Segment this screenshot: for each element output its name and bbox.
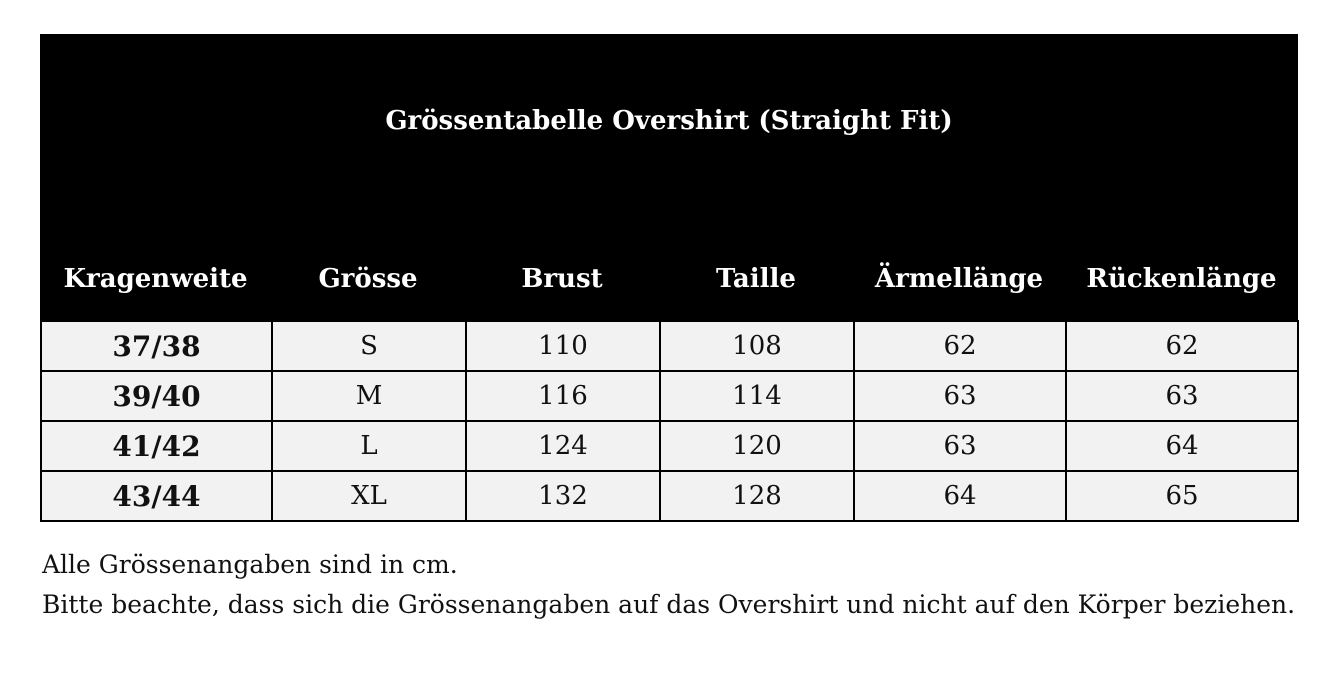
table-cell: 128 (659, 470, 855, 522)
table-row: 37/38 S 110 108 62 62 (40, 320, 1299, 372)
table-cell: 64 (1065, 420, 1299, 472)
table-cell: 62 (853, 320, 1067, 372)
table-cell: 41/42 (40, 420, 273, 472)
column-header-kragenweite: Kragenweite (63, 264, 248, 294)
table-cell: 116 (465, 370, 661, 422)
table-cell: 63 (1065, 370, 1299, 422)
table-cell: M (271, 370, 467, 422)
table-cell: 43/44 (40, 470, 273, 522)
table-cell: 108 (659, 320, 855, 372)
table-cell: 65 (1065, 470, 1299, 522)
table-cell: 39/40 (40, 370, 273, 422)
table-title: Grössentabelle Overshirt (Straight Fit) (385, 106, 953, 136)
table-cell: 62 (1065, 320, 1299, 372)
table-row: 39/40 M 116 114 63 63 (40, 370, 1299, 422)
note-units: Alle Grössenangaben sind in cm. (42, 550, 458, 579)
note-disclaimer: Bitte beachte, dass sich die Grössenanga… (42, 590, 1296, 619)
table-cell: S (271, 320, 467, 372)
table-cell: 120 (659, 420, 855, 472)
column-header-rueckenlaenge: Rückenlänge (1086, 264, 1277, 294)
table-cell: 64 (853, 470, 1067, 522)
size-table: 37/38 S 110 108 62 62 39/40 M 116 114 63 63 41/42 L 12… (40, 320, 1299, 522)
table-row: 41/42 L 124 120 63 64 (40, 420, 1299, 472)
table-header: Grössentabelle Overshirt (Straight Fit) … (40, 34, 1298, 321)
column-header-taille: Taille (716, 264, 796, 294)
table-cell: 124 (465, 420, 661, 472)
table-cell: 63 (853, 370, 1067, 422)
table-row: 43/44 XL 132 128 64 65 (40, 470, 1299, 522)
table-cell: 110 (465, 320, 661, 372)
table-cell: 37/38 (40, 320, 273, 372)
column-header-groesse: Grösse (318, 264, 418, 294)
table-cell: 114 (659, 370, 855, 422)
table-cell: L (271, 420, 467, 472)
column-header-brust: Brust (521, 264, 603, 294)
column-header-aermellaenge: Ärmellänge (874, 264, 1044, 294)
table-cell: 132 (465, 470, 661, 522)
table-cell: XL (271, 470, 467, 522)
table-cell: 63 (853, 420, 1067, 472)
